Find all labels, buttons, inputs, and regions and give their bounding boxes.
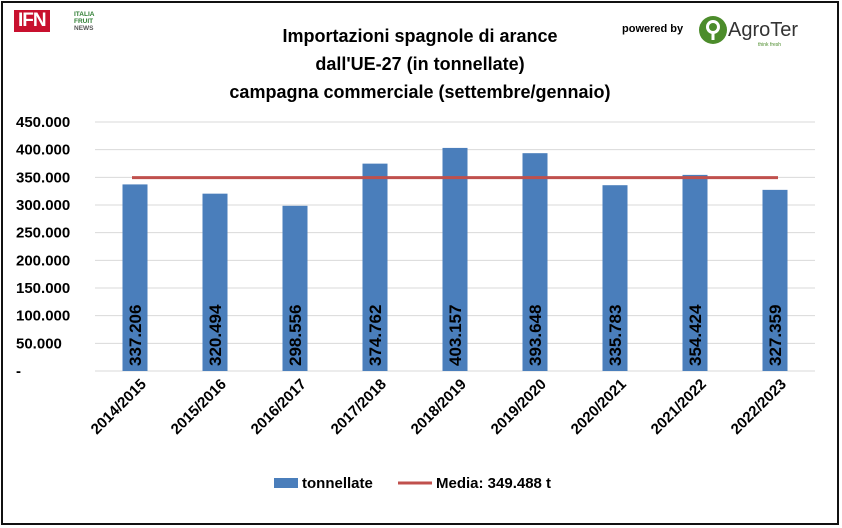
powered-by-label: powered by xyxy=(622,23,684,35)
agroter-logo: AgroTer think fresh xyxy=(698,15,798,50)
y-tick-label: 300.000 xyxy=(16,197,70,214)
x-tick-label: 2018/2019 xyxy=(408,376,470,438)
ifn-logo-line: NEWS xyxy=(74,25,94,32)
bar xyxy=(602,185,628,371)
data-label: 335.783 xyxy=(606,305,625,366)
y-tick-label: 100.000 xyxy=(16,308,70,325)
chart-title-line-2: dall'UE-27 (in tonnellate) xyxy=(315,54,525,74)
x-tick-label: 2020/2021 xyxy=(568,376,630,438)
agroter-tagline: think fresh xyxy=(758,42,782,48)
bar xyxy=(682,174,708,371)
y-tick-label: 350.000 xyxy=(16,169,70,186)
y-tick-label: 450.000 xyxy=(16,114,70,131)
x-tick-label: 2017/2018 xyxy=(328,376,390,438)
ifn-logo-subtext: ITALIA FRUIT NEWS xyxy=(74,11,114,32)
data-label: 354.424 xyxy=(686,304,705,366)
y-axis: - 50.000 100.000 150.000 200.000 250.000 300.0… xyxy=(16,114,70,380)
bar xyxy=(762,189,788,371)
x-tick-label: 2022/2023 xyxy=(728,376,790,438)
x-tick-label: 2019/2020 xyxy=(488,376,550,438)
data-label: 298.556 xyxy=(286,305,305,366)
y-tick-label: 400.000 xyxy=(16,142,70,159)
legend-label-bar: tonnellate xyxy=(302,475,373,492)
y-tick-label: 50.000 xyxy=(16,335,62,352)
data-label: 374.762 xyxy=(366,305,385,366)
y-tick-label: 150.000 xyxy=(16,280,70,297)
y-tick-label: 200.000 xyxy=(16,252,70,269)
x-tick-label: 2021/2022 xyxy=(648,376,710,438)
data-label: 337.206 xyxy=(126,305,145,366)
legend: tonnellate Media: 349.488 t xyxy=(274,475,551,492)
data-label: 403.157 xyxy=(446,305,465,366)
bar xyxy=(442,147,468,371)
bar xyxy=(122,184,148,371)
tree-icon xyxy=(699,16,727,44)
bar xyxy=(202,193,228,371)
data-label: 320.494 xyxy=(206,304,225,366)
bar-series xyxy=(122,147,788,371)
chart-title-line-1: Importazioni spagnole di arance xyxy=(282,26,558,46)
data-labels: 337.206 320.494 298.556 374.762 403.157 393.6… xyxy=(126,304,785,366)
ifn-logo-line: FRUIT xyxy=(74,18,94,25)
legend-label-line: Media: 349.488 t xyxy=(436,475,551,492)
data-label: 393.648 xyxy=(526,305,545,366)
x-tick-label: 2014/2015 xyxy=(88,376,150,438)
chart-title-line-3: campagna commerciale (settembre/gennaio) xyxy=(229,82,611,102)
agroter-wordmark: AgroTer xyxy=(728,19,799,41)
ifn-logo-mark: IFN xyxy=(14,10,50,32)
bar xyxy=(282,205,308,371)
legend-swatch-bar xyxy=(274,478,298,488)
x-tick-label: 2016/2017 xyxy=(248,376,310,438)
bar xyxy=(522,153,548,371)
data-label: 327.359 xyxy=(766,305,785,366)
x-axis: 2014/2015 2015/2016 2016/2017 2017/2018 2018… xyxy=(88,376,790,438)
y-tick-label: 250.000 xyxy=(16,225,70,242)
x-tick-label: 2015/2016 xyxy=(168,376,230,438)
y-tick-label: - xyxy=(16,363,21,380)
ifn-logo-line: ITALIA xyxy=(74,11,95,18)
chart-title: Importazioni spagnole di arance dall'UE-… xyxy=(170,22,670,106)
bar xyxy=(362,163,388,371)
